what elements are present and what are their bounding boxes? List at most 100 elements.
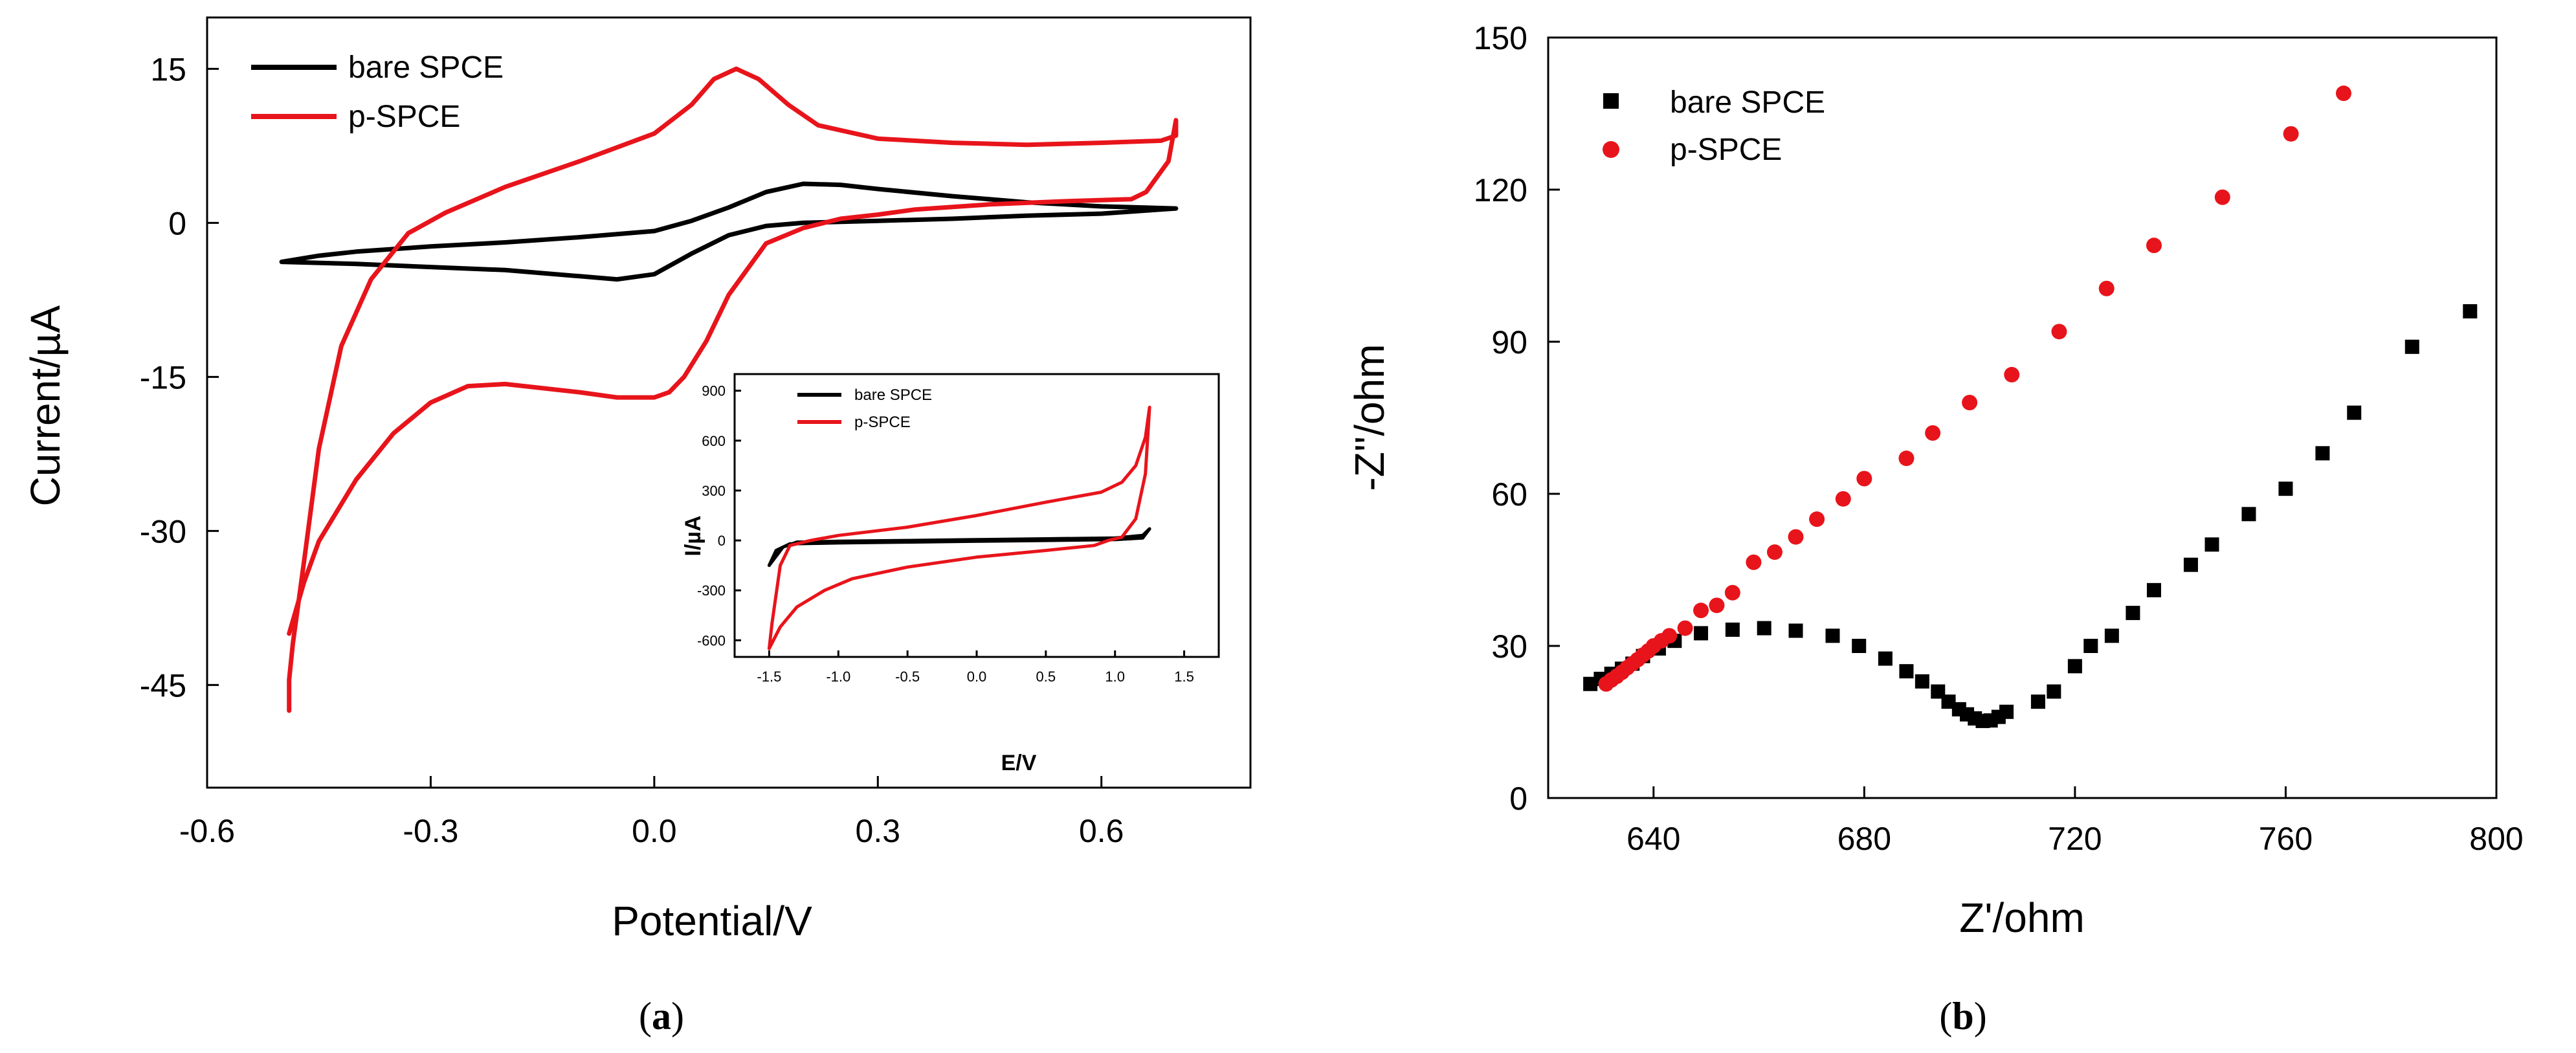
data-point-bare-spce [2067, 659, 2082, 674]
data-point-bare-spce [1999, 704, 2014, 719]
y-tick-label: 0 [718, 533, 726, 549]
data-point-bare-spce [2047, 684, 2061, 699]
data-point-p-spce [1661, 628, 1678, 644]
chart-a-x-axis-title: Potential/V [612, 898, 812, 944]
x-tick-label: 0.0 [967, 669, 987, 685]
data-point-p-spce [1898, 450, 1915, 467]
x-tick-label: 0.3 [856, 813, 901, 849]
data-point-bare-spce [1878, 651, 1893, 666]
x-tick-label: 1.5 [1174, 669, 1194, 685]
data-point-p-spce [2214, 189, 2230, 205]
x-tick-label: 0.0 [632, 813, 677, 849]
inset-series [767, 405, 1151, 650]
chart-a-y-axis-title: Current/µA [22, 305, 69, 506]
x-tick-label: 760 [2259, 821, 2313, 857]
data-point-bare-spce [2278, 482, 2293, 496]
data-point-bare-spce [2126, 606, 2140, 621]
data-point-p-spce [1766, 544, 1782, 560]
data-point-p-spce [1835, 491, 1851, 507]
data-point-bare-spce [2146, 582, 2161, 597]
data-point-bare-spce [1899, 664, 1914, 679]
x-tick-label: 720 [2048, 821, 2102, 857]
data-point-bare-spce [2347, 405, 2362, 420]
inset-ticks: -1.5 -1.0 -0.5 0.0 0.5 1.0 1.5 -600 -300 0 300 600 9… [697, 383, 1194, 685]
chart-b: 640 680 720 760 800 0 30 60 90 120 150 bare SPCE p… [1346, 20, 2524, 1037]
x-tick-label: -0.6 [179, 813, 235, 849]
data-point-bare-spce [2315, 446, 2330, 461]
inset-series-p-spce-line [767, 405, 1151, 650]
data-point-bare-spce [1915, 674, 1929, 689]
data-point-bare-spce [2030, 694, 2045, 709]
data-point-p-spce [1693, 603, 1709, 619]
inset-legend: bare SPCE p-SPCE [797, 386, 932, 431]
x-tick-label: -1.5 [757, 669, 781, 685]
data-point-p-spce [1788, 529, 1804, 545]
data-point-bare-spce [1757, 621, 1771, 636]
data-point-p-spce [2335, 85, 2351, 102]
inset-y-axis-title: I/µA [681, 515, 705, 556]
x-tick-label: -1.0 [826, 669, 850, 685]
data-point-p-spce [1962, 395, 1978, 410]
chart-b-y-axis-title: -Z''/ohm [1346, 344, 1393, 491]
y-tick-label: 0 [1509, 781, 1527, 817]
x-tick-label: 0.6 [1079, 813, 1124, 849]
chart-a-ticks: -0.6 -0.3 0.0 0.3 0.6 -45 -30 -15 0 15 [140, 51, 1124, 849]
y-tick-label: 150 [1474, 20, 1527, 56]
chart-a-legend: bare SPCE p-SPCE [251, 50, 504, 134]
y-tick-label: -300 [697, 582, 726, 599]
y-tick-label: 15 [150, 51, 186, 87]
legend-b-label-p: p-SPCE [1670, 133, 1782, 167]
chart-a-frame [206, 16, 1252, 789]
inset-legend-label-bare: bare SPCE [854, 386, 932, 404]
data-point-p-spce [2146, 238, 2162, 254]
data-point-bare-spce [2404, 339, 2419, 354]
y-tick-label: 120 [1474, 172, 1527, 208]
legend-b-marker-p [1603, 141, 1619, 158]
y-tick-label: 600 [702, 433, 726, 449]
data-point-p-spce [1724, 584, 1740, 601]
y-tick-label: -30 [140, 513, 186, 549]
chart-b-ticks: 640 680 720 760 800 0 30 60 90 120 150 [1474, 20, 2524, 857]
data-point-bare-spce [1725, 622, 1740, 637]
x-tick-label: 800 [2469, 821, 2523, 857]
panel-label-a: (a) [639, 995, 684, 1037]
data-point-bare-spce [1788, 623, 1803, 638]
data-point-p-spce [1809, 511, 1825, 527]
panel-label-b: (b) [1939, 995, 1986, 1037]
data-point-p-spce [1925, 425, 1941, 441]
chart-a-series-bare-spce-line [279, 181, 1179, 282]
legend-a-label-bare: bare SPCE [348, 50, 504, 85]
inset-series-bare-spce-line [767, 527, 1151, 568]
inset-legend-label-p: p-SPCE [854, 414, 911, 431]
data-point-bare-spce [1694, 626, 1709, 641]
chart-b-legend: bare SPCE p-SPCE [1603, 85, 1825, 167]
data-point-p-spce [2051, 324, 2067, 340]
y-tick-label: -45 [140, 667, 186, 704]
x-tick-label: 1.0 [1105, 669, 1125, 685]
x-tick-label: 0.5 [1036, 669, 1056, 685]
data-point-bare-spce [2463, 304, 2478, 318]
x-tick-label: 680 [1838, 821, 1891, 857]
y-tick-label: 900 [702, 383, 726, 399]
chart-a-series-p-spce-line [287, 66, 1179, 713]
data-point-bare-spce [2183, 557, 2198, 572]
data-point-p-spce [1677, 620, 1693, 636]
x-tick-label: -0.3 [403, 813, 458, 849]
data-point-bare-spce [2104, 628, 2119, 643]
data-point-p-spce [1856, 471, 1872, 487]
data-point-p-spce [2004, 366, 2020, 382]
legend-b-label-bare: bare SPCE [1670, 85, 1825, 120]
chart-a: -1.5 -1.0 -0.5 0.0 0.5 1.0 1.5-600-30003006009… [22, 16, 1252, 1037]
data-point-bare-spce [1825, 628, 1840, 643]
y-tick-label: 30 [1491, 628, 1527, 665]
y-tick-label: 60 [1491, 476, 1527, 513]
legend-a-label-p: p-SPCE [348, 100, 460, 134]
data-point-bare-spce [2241, 507, 2256, 522]
x-tick-label: 640 [1627, 821, 1680, 857]
x-tick-label: -0.5 [895, 669, 920, 685]
data-point-p-spce [2283, 126, 2299, 142]
inset-x-axis-title: E/V [1001, 751, 1037, 775]
y-tick-label: 90 [1491, 324, 1527, 360]
data-point-p-spce [1746, 554, 1762, 570]
